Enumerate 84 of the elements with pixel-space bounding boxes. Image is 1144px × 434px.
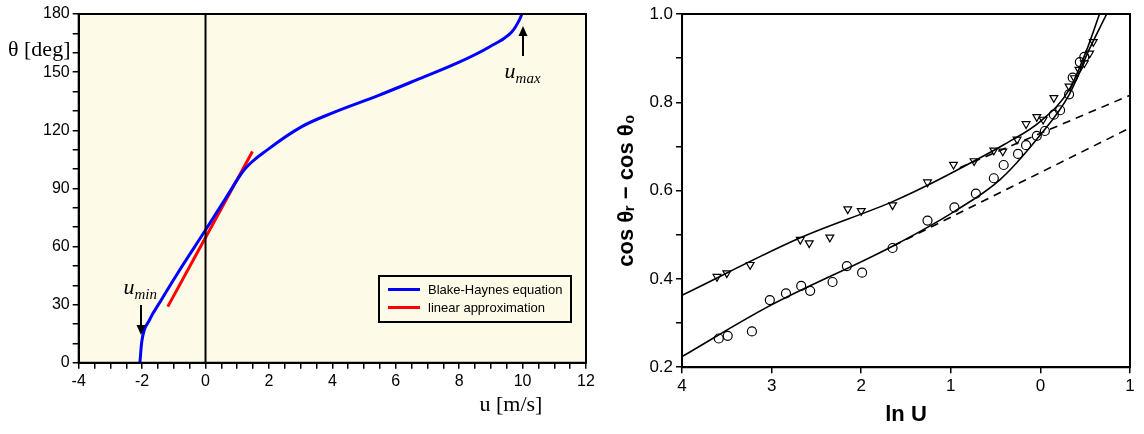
- point: [949, 161, 958, 170]
- x-tick-label: 0: [1035, 376, 1046, 396]
- point: [825, 234, 835, 243]
- point: [795, 236, 805, 245]
- x-axis-title: ln U: [885, 400, 927, 426]
- point: [857, 267, 868, 278]
- x-tick-label: 12: [577, 371, 595, 389]
- y-axis-title: θ [deg]: [8, 36, 71, 62]
- point: [1064, 83, 1074, 92]
- point: [1088, 38, 1098, 47]
- point: [888, 202, 898, 211]
- point: [804, 240, 814, 249]
- point: [780, 288, 792, 299]
- point: [1049, 95, 1059, 103]
- point: [1012, 148, 1024, 160]
- y-tick-label: 180: [42, 4, 70, 22]
- y-axis-title: cos θᵣ − cos θ₀: [613, 114, 639, 267]
- point: [764, 294, 775, 306]
- y-tick-label: 0.6: [649, 180, 674, 200]
- point: [841, 261, 852, 272]
- y-tick-label: 90: [51, 178, 70, 196]
- point: [745, 261, 755, 270]
- y-tick-label: 1.0: [649, 3, 674, 23]
- point: [713, 333, 724, 344]
- x-tick-label: 10: [513, 371, 532, 389]
- legend-label: linear approximation: [428, 298, 546, 317]
- y-tick-label: 0.8: [649, 91, 674, 111]
- x-tick-label: 1: [1125, 376, 1135, 396]
- point: [1074, 66, 1084, 75]
- y-tick-label: 120: [42, 120, 70, 138]
- point: [1063, 89, 1075, 100]
- point: [988, 173, 999, 184]
- point: [970, 188, 981, 199]
- point: [989, 147, 999, 156]
- point: [722, 270, 732, 279]
- point: [1021, 121, 1031, 130]
- point: [998, 159, 1009, 171]
- point: [856, 208, 866, 217]
- point: [922, 215, 933, 226]
- y-tick-label: 0.2: [649, 356, 674, 376]
- y-tick-label: 0.4: [649, 268, 674, 288]
- point: [969, 158, 979, 167]
- y-tick-label: 60: [51, 236, 70, 254]
- point: [1020, 140, 1032, 151]
- point: [1079, 60, 1089, 69]
- point: [1055, 105, 1066, 116]
- point: [1039, 125, 1050, 137]
- x-tick-label: 8: [454, 371, 464, 389]
- point: [1031, 130, 1042, 141]
- x-tick-label: 2: [264, 371, 274, 389]
- point: [712, 273, 722, 282]
- point: [923, 179, 933, 188]
- point: [796, 280, 807, 292]
- point: [722, 330, 733, 341]
- legend-label: Blake-Haynes equation: [428, 280, 563, 299]
- point: [998, 148, 1008, 157]
- annotation: u$_{min}$: [123, 273, 158, 304]
- point: [746, 326, 758, 337]
- annotation: u$_{max}$: [504, 58, 541, 88]
- x-tick-label: 4: [677, 376, 687, 396]
- point: [827, 276, 838, 288]
- point: [1074, 57, 1085, 68]
- x-tick-label: 4: [327, 371, 337, 389]
- x-axis-title: u [m/s]: [479, 390, 543, 417]
- point: [1012, 136, 1022, 145]
- point: [843, 206, 853, 215]
- y-tick-label: 30: [51, 295, 70, 313]
- point: [949, 202, 960, 213]
- point: [1085, 50, 1095, 59]
- y-tick-label: 150: [42, 62, 70, 80]
- point: [887, 242, 898, 254]
- point: [1079, 51, 1090, 62]
- x-tick-label: 3: [766, 376, 777, 396]
- y-tick-label: 0: [60, 353, 70, 371]
- x-tick-label: -2: [134, 371, 150, 389]
- point: [1048, 109, 1059, 120]
- x-tick-label: -4: [71, 371, 86, 389]
- x-tick-label: 0: [201, 371, 211, 389]
- x-tick-label: 6: [391, 371, 401, 389]
- point: [1032, 114, 1042, 122]
- x-tick-label: 2: [856, 376, 866, 396]
- point: [1038, 116, 1048, 125]
- point: [805, 285, 816, 296]
- x-tick-label: 1: [946, 376, 956, 396]
